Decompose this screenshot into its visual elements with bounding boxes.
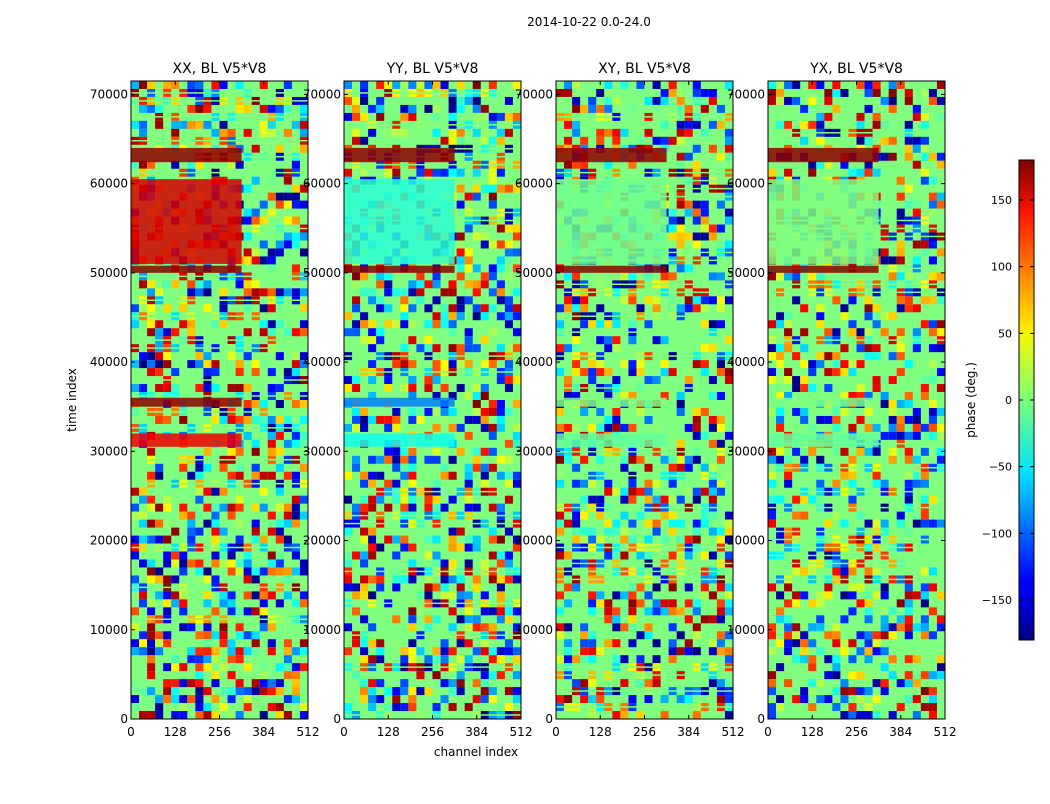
y-tick-label: 60000	[515, 177, 553, 191]
y-tick-label: 20000	[303, 534, 341, 548]
panel-yy: YY, BL V5*V8 0 128 256 384 512 0 10000 20000 3000…	[303, 61, 533, 739]
y-tick-label: 70000	[90, 87, 128, 101]
phase-band	[768, 397, 879, 407]
panel-yx: YX, BL V5*V8 0 128 256 384 512 0 10000 20000 3000…	[727, 61, 957, 739]
x-tick-label: 384	[677, 725, 700, 739]
y-tick-label: 30000	[727, 444, 765, 458]
x-tick-label: 256	[208, 725, 231, 739]
panel-xy: XY, BL V5*V8 0 128 256 384 512 0 10000 20000 3000…	[515, 61, 745, 739]
phase-band	[131, 179, 242, 264]
y-tick-label: 30000	[90, 444, 128, 458]
colorbar: 150 100 50 0 −50 −100 −150 phase (deg.)	[964, 159, 1035, 641]
phase-band	[344, 397, 455, 407]
panel-title: XY, BL V5*V8	[598, 61, 691, 77]
figure-title: 2014-10-22 0.0-24.0	[527, 15, 651, 29]
y-tick-label: 70000	[303, 87, 341, 101]
y-tick-label: 60000	[727, 177, 765, 191]
x-tick-label: 128	[164, 725, 187, 739]
phase-band	[131, 147, 242, 163]
colorbar-tick-label: 150	[991, 194, 1012, 207]
x-tick-label: 384	[252, 725, 275, 739]
colorbar-tick-label: −50	[989, 461, 1012, 474]
phase-band	[131, 397, 242, 407]
x-axis-label: channel index	[434, 745, 518, 759]
y-tick-label: 50000	[515, 266, 553, 280]
phase-band	[768, 265, 879, 273]
phase-band	[344, 265, 455, 273]
colorbar-tick-label: −100	[982, 527, 1012, 540]
y-tick-label: 70000	[727, 87, 765, 101]
x-tick-label: 0	[340, 725, 348, 739]
y-tick-label: 70000	[515, 87, 553, 101]
colorbar-tick-label: 100	[991, 261, 1012, 274]
y-tick-label: 30000	[515, 444, 553, 458]
phase-band	[556, 265, 667, 273]
x-tick-label: 384	[889, 725, 912, 739]
x-tick-label: 256	[421, 725, 444, 739]
x-tick-label: 512	[297, 725, 320, 739]
x-tick-label: 512	[510, 725, 533, 739]
panels: XX, BL V5*V8 0 128 256 384 512 0 10000 20000 3000…	[90, 61, 957, 739]
y-tick-label: 40000	[90, 355, 128, 369]
panel-title: YY, BL V5*V8	[386, 61, 479, 77]
y-tick-label: 10000	[303, 623, 341, 637]
colorbar-tick-label: −150	[982, 594, 1012, 607]
colorbar-ticks: 150 100 50 0 −50 −100 −150	[982, 194, 1034, 607]
phase-band	[344, 147, 455, 163]
phase-band	[556, 397, 667, 407]
y-tick-label: 0	[120, 712, 128, 726]
x-tick-label: 256	[845, 725, 868, 739]
y-tick-label: 10000	[515, 623, 553, 637]
y-tick-label: 0	[757, 712, 765, 726]
phase-image	[768, 81, 945, 719]
x-tick-label: 128	[589, 725, 612, 739]
y-tick-label: 0	[333, 712, 341, 726]
y-tick-label: 20000	[515, 534, 553, 548]
y-tick-label: 50000	[303, 266, 341, 280]
x-tick-label: 0	[552, 725, 560, 739]
phase-band	[768, 433, 879, 447]
phase-band	[131, 265, 242, 273]
panel-xx: XX, BL V5*V8 0 128 256 384 512 0 10000 20000 3000…	[90, 61, 320, 739]
y-tick-label: 60000	[90, 177, 128, 191]
x-tick-label: 256	[633, 725, 656, 739]
x-tick-label: 0	[127, 725, 135, 739]
x-tick-label: 512	[934, 725, 957, 739]
phase-band	[344, 433, 455, 447]
x-tick-label: 384	[465, 725, 488, 739]
y-axis-label: time index	[65, 368, 79, 432]
phase-band	[768, 179, 879, 264]
phase-band	[556, 147, 667, 163]
panel-title: YX, BL V5*V8	[809, 61, 903, 77]
panel-title: XX, BL V5*V8	[173, 61, 267, 77]
phase-band	[344, 179, 455, 264]
colorbar-label: phase (deg.)	[964, 362, 978, 438]
phase-image	[344, 81, 521, 719]
x-tick-label: 128	[377, 725, 400, 739]
y-tick-label: 10000	[90, 623, 128, 637]
phase-band	[556, 179, 667, 264]
y-tick-label: 20000	[727, 534, 765, 548]
phase-image	[131, 81, 308, 719]
phase-image	[556, 81, 733, 719]
y-tick-label: 40000	[303, 355, 341, 369]
y-tick-label: 30000	[303, 444, 341, 458]
phase-band	[131, 433, 242, 447]
x-tick-label: 128	[801, 725, 824, 739]
y-tick-label: 50000	[90, 266, 128, 280]
y-tick-label: 10000	[727, 623, 765, 637]
x-tick-label: 0	[764, 725, 772, 739]
colorbar-tick-label: 0	[1005, 394, 1012, 407]
colorbar-tick-label: 50	[998, 327, 1012, 340]
y-tick-label: 60000	[303, 177, 341, 191]
x-tick-label: 512	[722, 725, 745, 739]
phase-band	[768, 147, 879, 163]
y-tick-label: 50000	[727, 266, 765, 280]
y-tick-label: 0	[545, 712, 553, 726]
phase-band	[556, 433, 667, 447]
y-tick-label: 40000	[515, 355, 553, 369]
y-tick-label: 20000	[90, 534, 128, 548]
y-tick-label: 40000	[727, 355, 765, 369]
